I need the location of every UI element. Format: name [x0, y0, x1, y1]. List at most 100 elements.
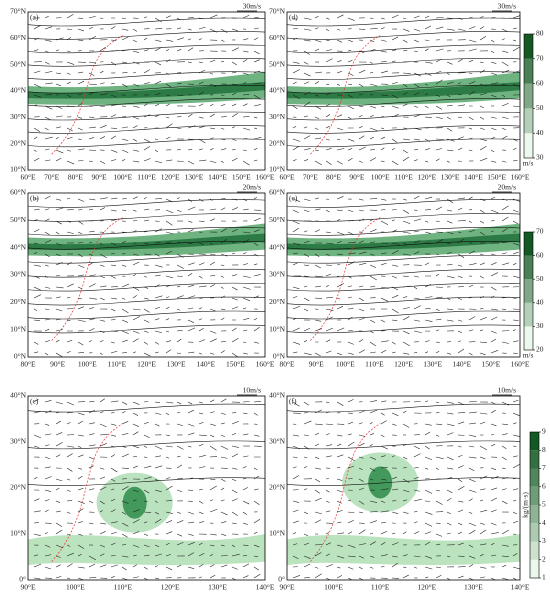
- colorbar-tick-label: 70: [536, 227, 544, 236]
- wind-arrow: [220, 487, 225, 491]
- wind-arrow: [358, 146, 366, 151]
- wind-arrow: [358, 478, 364, 482]
- wind-arrow: [336, 352, 342, 356]
- wind-arrow: [468, 434, 477, 437]
- wind-arrow: [468, 456, 477, 459]
- wind-arrow: [88, 160, 93, 162]
- wind-arrow: [292, 296, 298, 299]
- wind-arrow: [77, 39, 84, 41]
- wind-arrow: [110, 264, 116, 267]
- wind-arrow: [501, 83, 507, 86]
- wind-arrow: [242, 50, 249, 53]
- wind-arrow: [165, 445, 173, 448]
- wind-arrow: [468, 316, 476, 321]
- wind-arrow: [457, 275, 463, 278]
- wind-arrow: [303, 209, 310, 213]
- wind-arrow: [413, 28, 421, 32]
- wind-arrow: [143, 230, 149, 233]
- wind-arrow: [165, 511, 173, 514]
- wind-arrow: [468, 489, 477, 493]
- wind-arrow: [44, 466, 51, 469]
- wind-arrow: [88, 198, 96, 201]
- wind-arrow: [154, 198, 162, 200]
- wind-arrow: [132, 116, 140, 120]
- wind-arrow: [165, 330, 170, 333]
- wind-arrow: [435, 566, 441, 569]
- panel-label: (e): [289, 194, 298, 203]
- wind-arrow: [143, 521, 148, 524]
- wind-arrow: [154, 445, 163, 450]
- wind-arrow: [501, 127, 506, 131]
- wind-arrow: [220, 94, 225, 96]
- wind-arrow: [99, 486, 107, 491]
- lon-tick-label: 70°E: [44, 173, 59, 182]
- wind-arrow: [457, 465, 464, 469]
- wind-arrow: [314, 456, 320, 459]
- jet-core: [28, 82, 265, 99]
- wind-arrow: [66, 61, 75, 65]
- wind-arrow: [435, 239, 444, 244]
- wind-arrow: [99, 160, 106, 164]
- wind-arrow: [446, 412, 454, 415]
- wind-arrow: [325, 231, 331, 233]
- wind-arrow: [336, 275, 341, 278]
- wind-arrow: [446, 456, 454, 461]
- wind-arrow: [380, 488, 389, 491]
- wind-arrow: [242, 239, 250, 244]
- wind-arrow: [33, 498, 40, 502]
- wind-arrow: [303, 533, 309, 537]
- lat-tick-label: 20°N: [269, 483, 285, 492]
- lon-tick-label: 120°E: [394, 360, 413, 369]
- wind-arrow: [44, 544, 51, 548]
- wind-arrow: [121, 411, 126, 414]
- wind-arrow: [369, 555, 375, 558]
- wind-arrow: [121, 486, 129, 491]
- wind-arrow: [242, 116, 250, 118]
- wind-arrow: [231, 432, 237, 436]
- wind-arrow: [435, 308, 440, 311]
- wind-arrow: [380, 61, 387, 63]
- wind-arrow: [336, 196, 344, 200]
- wind-arrow: [468, 220, 472, 223]
- panel-label: (c): [30, 397, 39, 406]
- wind-arrow: [468, 48, 477, 52]
- wind-arrow: [303, 563, 311, 568]
- wind-arrow: [44, 231, 50, 236]
- wind-arrow: [380, 39, 387, 42]
- wind-arrow: [209, 59, 216, 63]
- wind-arrow: [413, 319, 421, 322]
- lon-tick-label: 90°E: [20, 583, 35, 592]
- wind-arrow: [369, 566, 374, 569]
- wind-arrow: [336, 39, 343, 43]
- wind-arrow: [165, 116, 170, 119]
- wind-arrow: [325, 478, 330, 480]
- wind-arrow: [88, 262, 94, 266]
- wind-arrow: [55, 339, 60, 343]
- wind-arrow: [303, 466, 308, 469]
- wind-arrow: [154, 28, 163, 30]
- wind-arrow: [391, 341, 396, 345]
- wind-arrow: [88, 283, 96, 288]
- wind-arrow: [303, 352, 312, 356]
- wind-arrow: [220, 412, 226, 415]
- wind-arrow: [165, 39, 174, 42]
- wind-arrow: [512, 511, 517, 515]
- wind-arrow: [55, 412, 60, 414]
- colorbar-segment: [530, 541, 539, 560]
- wind-arrow: [132, 253, 139, 256]
- wind-arrow: [209, 253, 216, 256]
- wind-arrow: [231, 352, 238, 357]
- wind-arrow: [457, 330, 463, 333]
- map-content: [28, 398, 265, 580]
- wind-arrow: [77, 274, 84, 277]
- wind-arrow: [55, 105, 63, 110]
- wind-arrow: [424, 196, 433, 200]
- contour-line: [28, 17, 265, 27]
- wind-arrow: [336, 555, 345, 559]
- wind-arrow: [110, 521, 118, 524]
- wind-arrow: [501, 577, 509, 580]
- wind-arrow: [303, 542, 310, 546]
- wind-arrow: [55, 262, 63, 266]
- wind-arrow: [292, 138, 301, 142]
- wind-arrow: [154, 47, 162, 52]
